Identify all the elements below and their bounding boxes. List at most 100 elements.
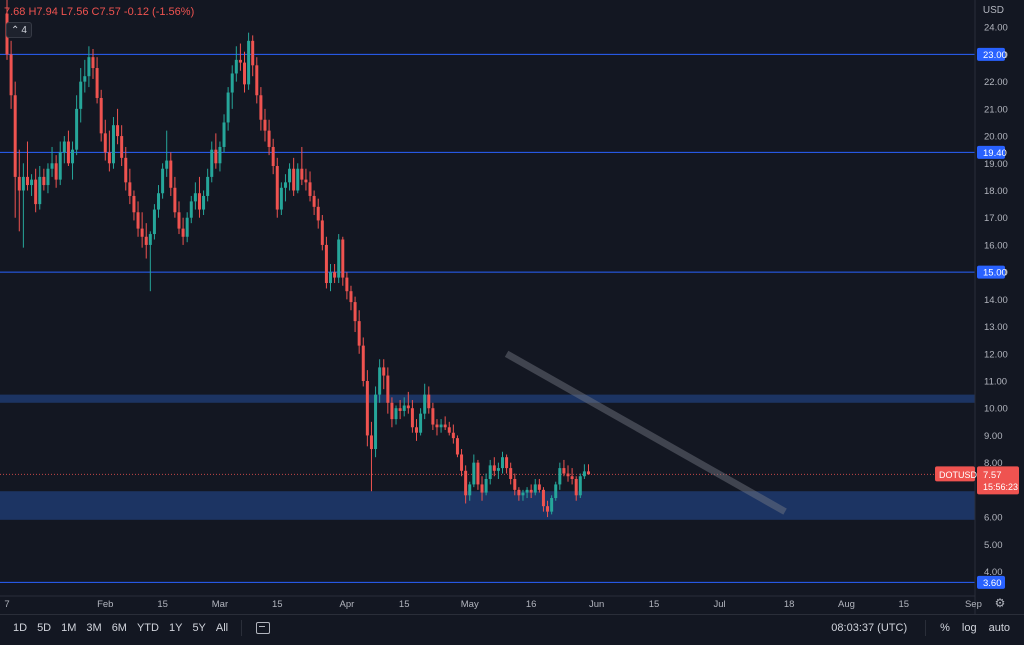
candle[interactable] xyxy=(513,478,517,490)
candle[interactable] xyxy=(419,413,423,433)
candle[interactable] xyxy=(586,471,590,475)
candle[interactable] xyxy=(222,122,226,147)
candle[interactable] xyxy=(308,182,312,196)
candle[interactable] xyxy=(369,435,373,450)
range-button-all[interactable]: All xyxy=(215,622,229,634)
candle[interactable] xyxy=(165,160,169,169)
candle[interactable] xyxy=(177,212,181,229)
candle[interactable] xyxy=(17,176,21,191)
date-range-icon[interactable] xyxy=(256,622,271,634)
gear-icon[interactable]: ⚙ xyxy=(995,596,1006,610)
candle[interactable] xyxy=(427,394,431,409)
candle[interactable] xyxy=(99,97,103,134)
candle[interactable] xyxy=(234,59,238,74)
candle[interactable] xyxy=(398,408,402,411)
candle[interactable] xyxy=(107,152,111,164)
candle[interactable] xyxy=(161,168,165,194)
candle[interactable] xyxy=(21,176,25,191)
candle[interactable] xyxy=(451,432,455,439)
candle[interactable] xyxy=(525,489,529,493)
candle[interactable] xyxy=(54,163,58,180)
candle[interactable] xyxy=(13,95,17,177)
candle[interactable] xyxy=(554,484,558,499)
candle[interactable] xyxy=(537,484,541,490)
candle[interactable] xyxy=(275,166,279,210)
candle[interactable] xyxy=(316,206,320,221)
candle[interactable] xyxy=(558,468,562,485)
range-button-5d[interactable]: 5D xyxy=(37,622,52,634)
candle[interactable] xyxy=(517,489,521,496)
candle[interactable] xyxy=(460,454,464,471)
candle[interactable] xyxy=(341,239,345,278)
candle[interactable] xyxy=(484,478,488,493)
candle[interactable] xyxy=(259,95,263,120)
candle[interactable] xyxy=(46,168,50,186)
percent-toggle[interactable]: % xyxy=(940,622,950,634)
candle[interactable] xyxy=(533,484,537,493)
candle[interactable] xyxy=(480,484,484,493)
candle[interactable] xyxy=(415,427,418,433)
candle[interactable] xyxy=(333,272,337,278)
candle[interactable] xyxy=(140,228,144,237)
candle[interactable] xyxy=(431,408,435,425)
candle[interactable] xyxy=(374,394,378,450)
candle[interactable] xyxy=(181,228,185,237)
range-button-1m[interactable]: 1M xyxy=(61,622,77,634)
candle[interactable] xyxy=(574,478,578,496)
candle[interactable] xyxy=(169,160,173,188)
range-button-1d[interactable]: 1D xyxy=(13,622,28,634)
candle[interactable] xyxy=(365,381,369,436)
trendline-layer[interactable] xyxy=(504,350,787,515)
range-button-ytd[interactable]: YTD xyxy=(136,622,159,634)
candle[interactable] xyxy=(546,506,550,512)
candle[interactable] xyxy=(386,375,390,403)
candle[interactable] xyxy=(439,424,443,428)
candle[interactable] xyxy=(75,108,79,150)
candle[interactable] xyxy=(329,272,333,284)
candle[interactable] xyxy=(30,179,34,186)
candle[interactable] xyxy=(337,239,341,278)
range-button-1y[interactable]: 1Y xyxy=(168,622,183,634)
candle[interactable] xyxy=(292,168,296,191)
candle[interactable] xyxy=(562,468,566,474)
candle[interactable] xyxy=(111,125,115,164)
candle[interactable] xyxy=(541,489,545,507)
candle[interactable] xyxy=(423,394,427,414)
candle[interactable] xyxy=(505,457,509,469)
candle[interactable] xyxy=(71,149,75,164)
trendline[interactable] xyxy=(504,350,787,515)
candle[interactable] xyxy=(406,405,410,409)
candle[interactable] xyxy=(152,209,156,235)
auto-toggle[interactable]: auto xyxy=(988,622,1010,634)
candle[interactable] xyxy=(132,195,136,213)
candle[interactable] xyxy=(148,234,152,245)
candle[interactable] xyxy=(42,176,46,186)
support-zone-0[interactable] xyxy=(0,394,975,403)
candle[interactable] xyxy=(288,168,292,183)
candle[interactable] xyxy=(38,176,42,205)
candle[interactable] xyxy=(455,438,459,455)
candle[interactable] xyxy=(402,405,406,411)
candle[interactable] xyxy=(566,473,570,477)
candle[interactable] xyxy=(496,468,500,471)
log-toggle[interactable]: log xyxy=(961,622,977,634)
candle[interactable] xyxy=(202,195,206,210)
candle[interactable] xyxy=(410,408,414,428)
candle[interactable] xyxy=(500,457,504,469)
candle[interactable] xyxy=(578,476,582,496)
candle[interactable] xyxy=(34,179,38,205)
candle[interactable] xyxy=(529,489,533,493)
candle[interactable] xyxy=(447,427,451,433)
range-button-5y[interactable]: 5Y xyxy=(192,622,206,634)
candle[interactable] xyxy=(443,424,447,428)
candle[interactable] xyxy=(324,244,328,284)
candle[interactable] xyxy=(189,201,193,218)
candle[interactable] xyxy=(464,470,468,496)
candle[interactable] xyxy=(50,163,54,169)
candle[interactable] xyxy=(394,408,398,420)
candle[interactable] xyxy=(197,193,201,210)
candle[interactable] xyxy=(378,367,382,395)
candle[interactable] xyxy=(66,141,70,164)
currency-label[interactable]: USD xyxy=(982,5,1004,16)
